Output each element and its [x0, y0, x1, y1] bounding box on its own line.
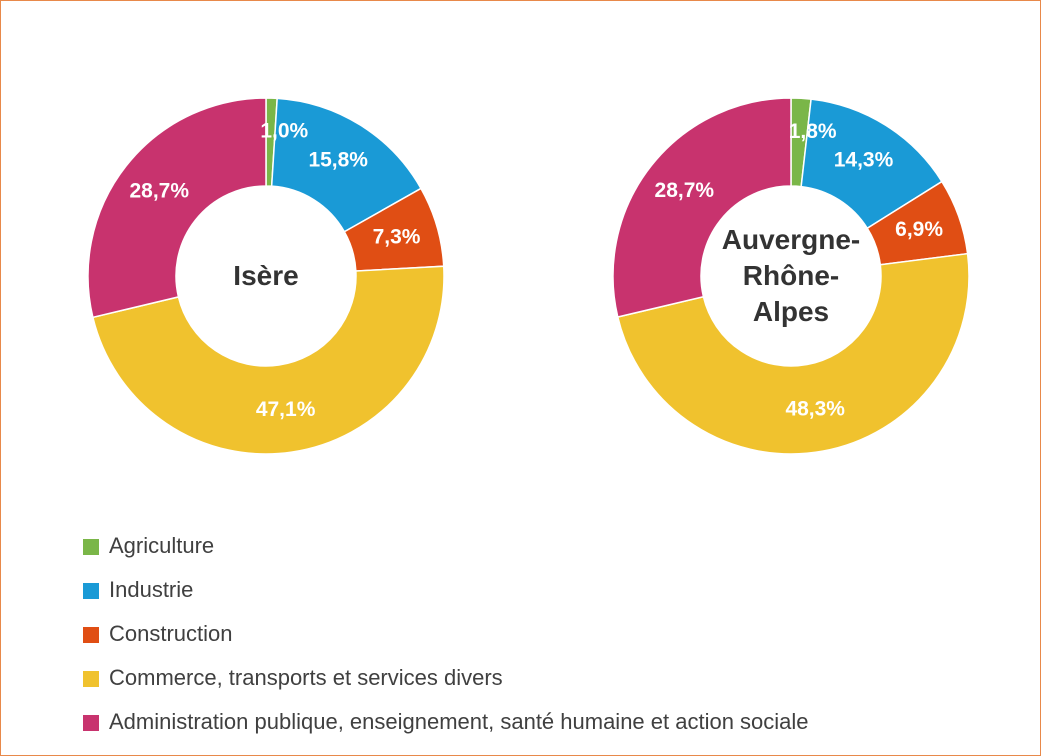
center-label: Isère — [233, 260, 299, 291]
legend-label: Construction — [109, 621, 233, 646]
data-label: 47,1% — [256, 398, 316, 421]
donut-slice — [91, 265, 445, 455]
data-label: 6,9% — [895, 218, 943, 241]
donut-slice — [616, 252, 970, 455]
legend-swatch — [83, 583, 99, 599]
data-label: 48,3% — [785, 397, 845, 420]
legend-label: Agriculture — [109, 533, 214, 558]
data-label: 28,7% — [655, 179, 715, 202]
legend-label: Industrie — [109, 577, 193, 602]
data-label: 14,3% — [834, 148, 894, 171]
data-label: 1,8% — [789, 120, 837, 143]
legend-label: Administration publique, enseignement, s… — [109, 709, 809, 734]
legend-swatch — [83, 627, 99, 643]
center-label: Auvergne-Rhône-Alpes — [721, 224, 861, 327]
data-label: 1,0% — [260, 120, 308, 143]
data-label: 7,3% — [373, 225, 421, 248]
data-label: 15,8% — [308, 148, 368, 171]
legend-label: Commerce, transports et services divers — [109, 665, 503, 690]
data-label: 28,7% — [129, 179, 189, 202]
donut-slice — [87, 97, 267, 319]
legend-swatch — [83, 671, 99, 687]
legend-swatch — [83, 539, 99, 555]
legend-swatch — [83, 715, 99, 731]
donut-slice — [612, 97, 792, 318]
